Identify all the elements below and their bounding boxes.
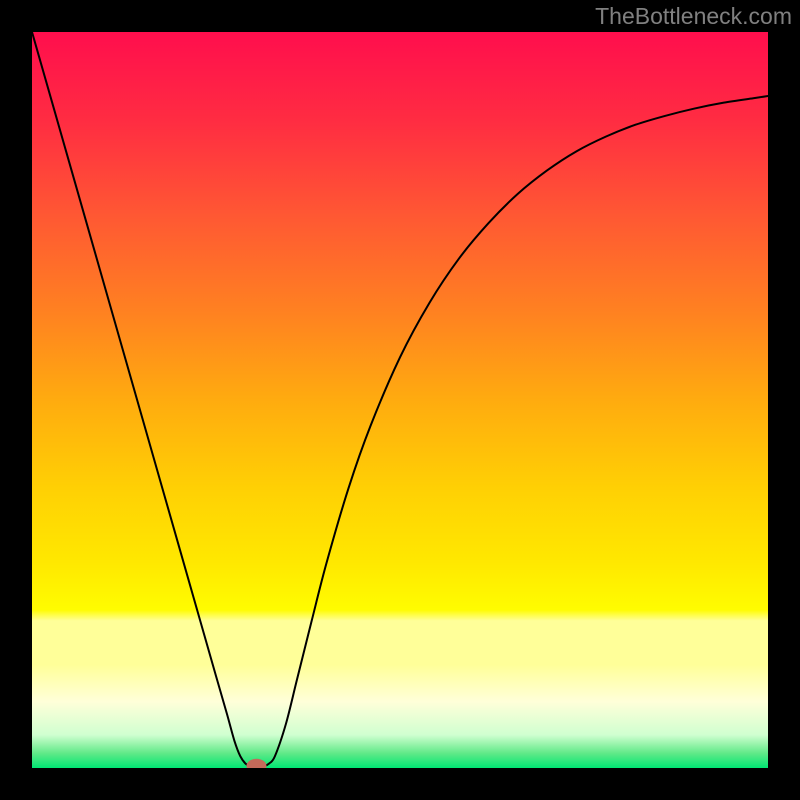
chart-container: TheBottleneck.com (0, 0, 800, 800)
watermark-text: TheBottleneck.com (595, 3, 792, 30)
chart-background (32, 32, 768, 768)
bottleneck-chart (0, 0, 800, 800)
